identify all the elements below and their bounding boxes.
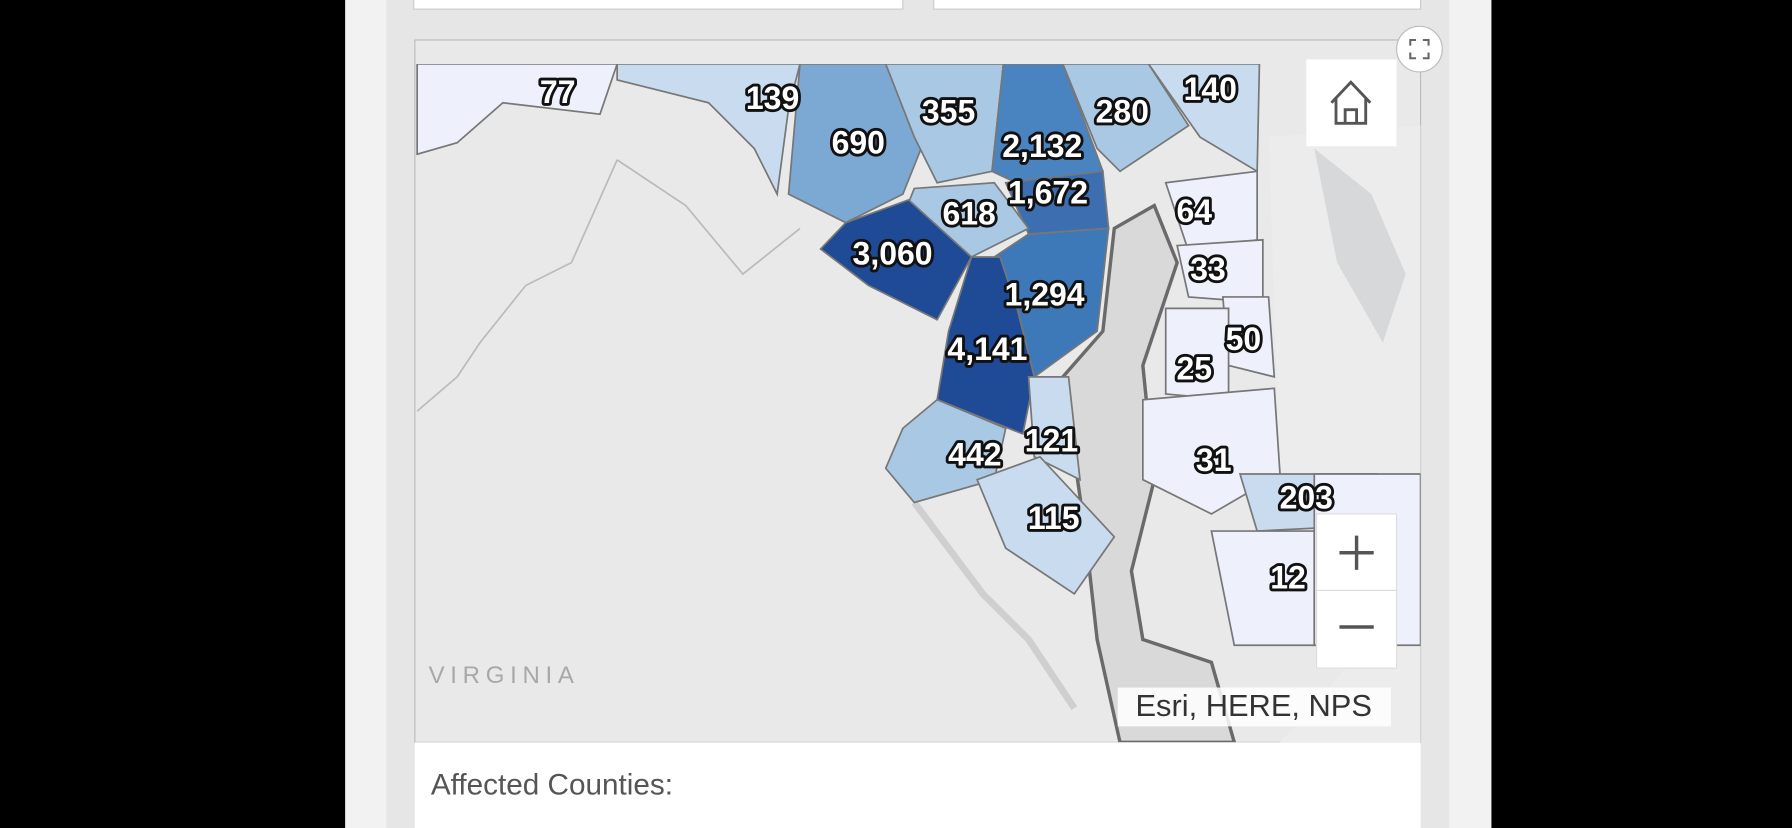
border [416,159,618,412]
region-label: VIRGINIA [429,662,580,689]
county-label: 2,132 [1002,128,1082,164]
top-card [413,0,904,10]
top-card [933,0,1422,10]
border [616,159,801,276]
county-label: 12 [1270,560,1306,596]
county-label: 355 [922,94,975,130]
plus-icon [1339,535,1374,570]
county [616,63,801,198]
county-label: 121 [1025,423,1078,459]
county-label: 140 [1184,71,1237,107]
county-label: 442 [948,436,1001,472]
county-label: 115 [1028,500,1080,536]
county-label: 33 [1190,251,1226,287]
county [976,455,1116,596]
home-icon [1330,80,1372,125]
county-label: 25 [1176,351,1212,387]
expand-button[interactable] [1396,25,1443,73]
footer-card [414,742,1421,828]
map[interactable]: 77 139 690 355 2,132 280 140 1,672 618 6… [414,39,1422,743]
button-bg [1315,589,1398,669]
zoom-out-button[interactable] [1315,589,1398,669]
county [884,398,1007,504]
zoom-in-button[interactable] [1315,513,1398,592]
attribution: Esri, HERE, NPS [1135,688,1371,723]
footer-text: Affected Counties: [431,769,673,802]
county [819,198,973,321]
county [884,63,1005,184]
county-label: 690 [832,125,885,161]
button-bg [1306,59,1397,147]
county [787,63,927,224]
county-label: 31 [1196,442,1232,478]
county-label: 1,672 [1008,175,1088,211]
county-label: 1,294 [1005,276,1085,312]
county [1027,376,1082,482]
county [1061,63,1190,173]
county-label: 3,060 [853,235,933,271]
river [911,500,1078,710]
county-label: 64 [1176,193,1212,229]
home-button[interactable] [1306,59,1397,147]
attribution-bg [1117,687,1391,727]
county-label: 139 [746,80,799,116]
county-label: 4,141 [947,331,1027,367]
county [416,63,619,156]
county-label: 618 [942,195,995,231]
county-label: 203 [1280,480,1333,516]
county-label: 77 [540,74,576,110]
expand-icon [1409,38,1430,60]
county-label: 50 [1226,321,1262,357]
county-label: 280 [1096,94,1149,130]
county [936,256,1036,436]
button-bg [1396,25,1443,73]
water [1314,148,1406,343]
